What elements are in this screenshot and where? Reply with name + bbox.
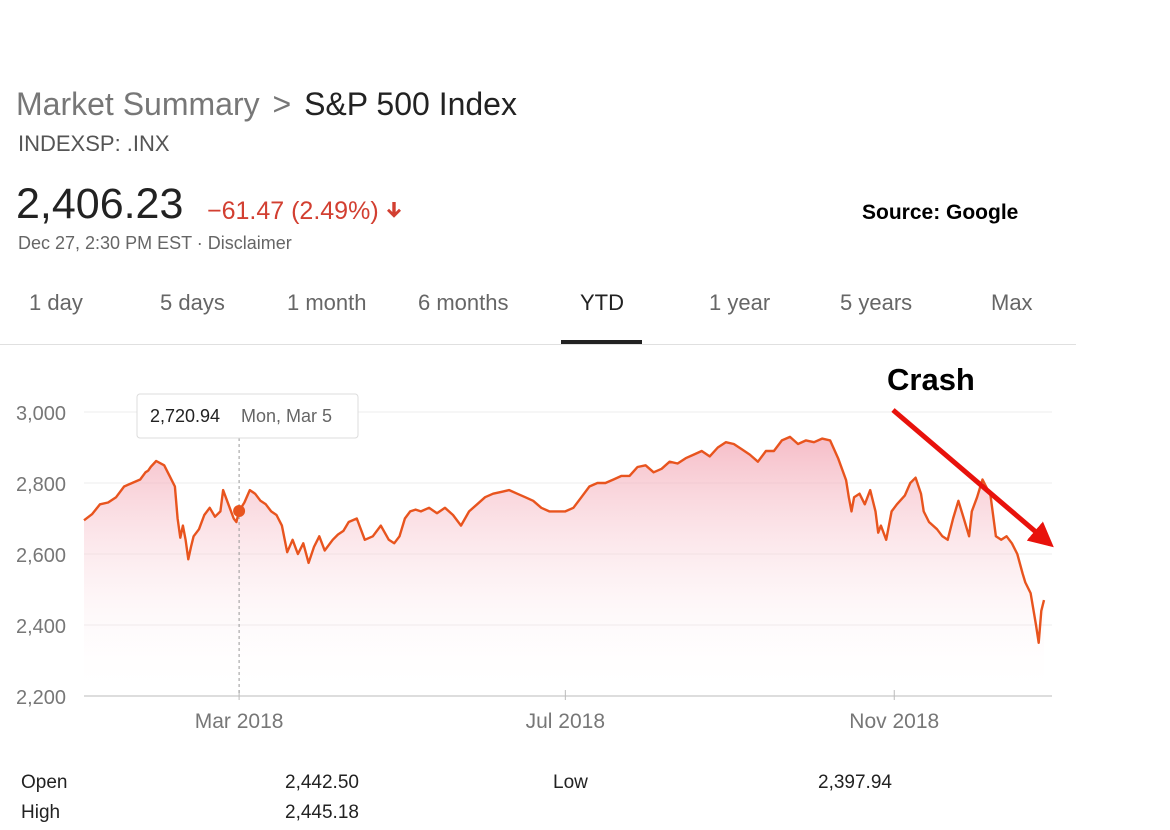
tab-6-months[interactable]: 6 months [418, 290, 509, 315]
tab-1-month[interactable]: 1 month [287, 290, 367, 315]
breadcrumb-market-summary[interactable]: Market Summary [16, 86, 260, 122]
stat-high-value: 2,445.18 [285, 802, 359, 823]
y-tick-label: 2,800 [16, 474, 66, 496]
x-tick-label: Jul 2018 [526, 710, 605, 733]
stat-high-label: High [21, 802, 61, 823]
y-tick-label: 2,200 [16, 687, 66, 709]
chart-tooltip: 2,720.94 Mon, Mar 5 [136, 393, 359, 439]
tab-ytd[interactable]: YTD [580, 290, 624, 315]
range-tabs: 1 day 5 days 1 month 6 months YTD 1 year… [0, 278, 1076, 345]
tooltip-value: 2,720.94 [150, 406, 220, 426]
y-tick-label: 3,000 [16, 403, 66, 425]
crash-annotation: Crash [887, 362, 975, 397]
price-chart[interactable]: 3,000 2,800 2,600 2,400 2,200 Mar 2018 Jul 20… [0, 346, 1170, 746]
source-note: Source: Google [862, 201, 1019, 224]
breadcrumb-separator: > [272, 86, 292, 122]
hover-point [233, 505, 246, 518]
stat-low-value: 2,397.94 [818, 772, 892, 793]
current-price: 2,406.23 [16, 180, 184, 228]
price-line [83, 435, 1046, 644]
stat-low-label: Low [553, 772, 588, 793]
y-tick-label: 2,600 [16, 545, 66, 567]
price-change: −61.47 (2.49%) [207, 197, 401, 226]
stat-open-value: 2,442.50 [285, 772, 359, 793]
price-area-fill [84, 436, 1044, 696]
tab-max[interactable]: Max [991, 290, 1033, 315]
x-tick-label: Mar 2018 [195, 710, 284, 733]
price-change-text: −61.47 (2.49%) [207, 197, 379, 225]
stats-table: Open 2,442.50 Low 2,397.94 High 2,445.18 [0, 768, 1170, 828]
tooltip-date: Mon, Mar 5 [241, 406, 332, 426]
quote-timestamp[interactable]: Dec 27, 2:30 PM EST · Disclaimer [18, 233, 292, 253]
stat-open-label: Open [21, 772, 68, 793]
y-tick-label: 2,400 [16, 616, 66, 638]
tab-5-days[interactable]: 5 days [160, 290, 225, 315]
breadcrumb: Market Summary > S&P 500 Index [16, 86, 517, 123]
tab-5-years[interactable]: 5 years [840, 290, 913, 315]
arrow-down-icon [386, 202, 401, 218]
crash-arrow [891, 408, 1054, 548]
page-title: S&P 500 Index [304, 86, 517, 122]
tab-1-year[interactable]: 1 year [709, 290, 771, 315]
x-tick-label: Nov 2018 [849, 710, 939, 733]
ticker-symbol: INDEXSP: .INX [18, 131, 170, 156]
tab-1-day[interactable]: 1 day [29, 290, 83, 315]
active-tab-indicator [561, 340, 642, 344]
